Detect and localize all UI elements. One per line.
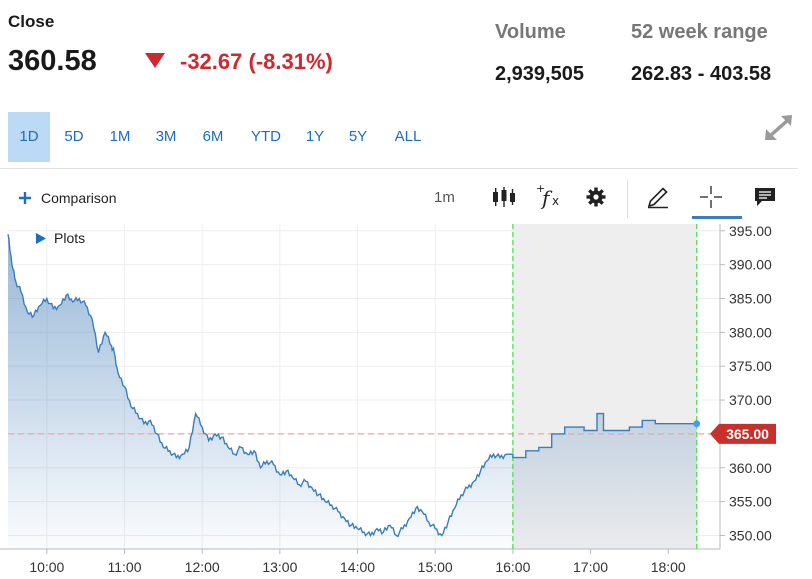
x-tick-label: 17:00 bbox=[573, 559, 608, 575]
x-tick-label: 15:00 bbox=[418, 559, 453, 575]
svg-text:x: x bbox=[552, 194, 559, 208]
pencil-icon bbox=[647, 187, 668, 209]
price-area bbox=[8, 234, 697, 549]
range-button-ytd[interactable]: YTD bbox=[251, 128, 281, 145]
range-button-1d[interactable]: 1D bbox=[8, 112, 50, 162]
x-tick-label: 14:00 bbox=[340, 559, 375, 575]
range-button-5y[interactable]: 5Y bbox=[348, 128, 368, 145]
interval-selector[interactable]: 1m bbox=[434, 189, 455, 206]
svg-text:+: + bbox=[536, 183, 545, 195]
y-tick-label: 355.00 bbox=[729, 494, 772, 510]
crosshair-active-underline bbox=[692, 216, 742, 219]
range-value: 262.83 - 403.58 bbox=[631, 63, 772, 85]
y-tick-label: 395.00 bbox=[729, 223, 772, 239]
x-tick-label: 11:00 bbox=[108, 559, 142, 575]
divider bbox=[0, 168, 798, 169]
draw-button[interactable] bbox=[643, 183, 673, 211]
toolbar-separator bbox=[627, 180, 628, 218]
current-price-tag: 365.00 bbox=[710, 423, 776, 444]
crosshair-button[interactable] bbox=[694, 183, 728, 211]
price-line bbox=[7, 234, 697, 538]
x-tick-label: 18:00 bbox=[651, 559, 686, 575]
price-change: -32.67 (-8.31%) bbox=[180, 49, 333, 74]
price-tag-background bbox=[710, 423, 776, 444]
comment-icon bbox=[755, 188, 775, 206]
range-button-3m[interactable]: 3M bbox=[155, 128, 177, 145]
x-tick-label: 13:00 bbox=[262, 559, 297, 575]
y-tick-label: 385.00 bbox=[729, 290, 772, 306]
range-button-all[interactable]: ALL bbox=[394, 128, 422, 145]
comments-button[interactable] bbox=[750, 183, 780, 211]
close-label: Close bbox=[8, 12, 55, 31]
x-tick-label: 16:00 bbox=[495, 559, 530, 575]
x-tick-label: 12:00 bbox=[185, 559, 220, 575]
fx-icon: + f x bbox=[536, 183, 559, 210]
plus-icon bbox=[19, 192, 31, 204]
chart-style-button[interactable] bbox=[488, 183, 520, 211]
candlestick-icon bbox=[493, 187, 515, 207]
range-label: 52 week range bbox=[631, 21, 768, 43]
y-tick-label: 360.00 bbox=[729, 460, 772, 476]
plots-toggle[interactable]: Plots bbox=[36, 230, 85, 246]
range-button-1m[interactable]: 1M bbox=[109, 128, 131, 145]
studies-button[interactable]: + f x bbox=[534, 183, 564, 211]
volume-label: Volume bbox=[495, 21, 566, 43]
comparison-label: Comparison bbox=[41, 190, 117, 206]
gear-icon bbox=[586, 187, 606, 207]
triangle-down-icon bbox=[145, 53, 165, 68]
last-price-dot bbox=[693, 420, 701, 428]
triangle-right-icon bbox=[36, 232, 46, 244]
y-tick-label: 390.00 bbox=[729, 257, 772, 273]
x-axis: 10:00 11:00 12:00 13:00 14:00 15:00 16:00 17:00… bbox=[29, 549, 686, 575]
y-tick-label: 375.00 bbox=[729, 358, 772, 374]
y-tick-label: 380.00 bbox=[729, 324, 772, 340]
y-tick-label: 370.00 bbox=[729, 392, 772, 408]
range-button-6m[interactable]: 6M bbox=[202, 128, 224, 145]
volume-value: 2,939,505 bbox=[495, 63, 584, 85]
expand-icon[interactable] bbox=[762, 112, 796, 144]
range-button-5d[interactable]: 5D bbox=[64, 128, 84, 145]
settings-button[interactable] bbox=[582, 183, 610, 211]
y-tick-label: 350.00 bbox=[729, 527, 772, 543]
comparison-button[interactable]: Comparison bbox=[18, 190, 116, 206]
close-value: 360.58 bbox=[8, 45, 97, 77]
range-button-1y[interactable]: 1Y bbox=[305, 128, 325, 145]
price-tag-label: 365.00 bbox=[726, 426, 769, 442]
crosshair-icon bbox=[700, 186, 722, 208]
plots-label: Plots bbox=[54, 230, 86, 246]
x-tick-label: 10:00 bbox=[29, 559, 64, 575]
y-axis: 350.00 355.00 360.00 365.00 370.00 375.00 380.… bbox=[720, 223, 772, 543]
